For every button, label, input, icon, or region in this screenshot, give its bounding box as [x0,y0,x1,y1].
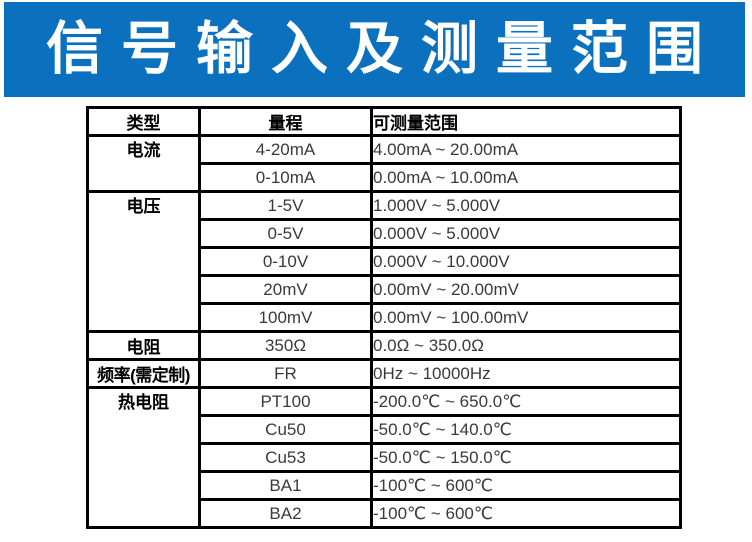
table-row: 0-10mA 0.00mA ~ 10.00mA [88,162,682,193]
header-row: 类型 量程 可测量范围 [86,106,682,137]
range-cell: 0-10V [198,246,373,277]
table-row: 热电阻 PT100 -200.0℃ ~ 650.0℃ [86,386,682,529]
table-row: 100mV 0.00mV ~ 100.00mV [88,302,682,333]
table-row: 0-10V 0.000V ~ 10.000V [88,246,682,277]
page-banner: 信号输入及测量范围 [4,2,745,97]
measurable-cell: -200.0℃ ~ 650.0℃ [370,386,682,417]
range-cell: BA1 [198,470,373,501]
header-measurable: 可测量范围 [370,106,682,137]
table-row: Cu53 -50.0℃ ~ 150.0℃ [88,442,682,473]
range-cell: 1-5V [198,190,373,221]
header-range: 量程 [198,106,373,137]
type-cell-voltage: 电压 [86,190,201,333]
range-cell: PT100 [198,386,373,417]
measurable-cell: 0.0Ω ~ 350.0Ω [370,330,682,361]
table-row: BA2 -100℃ ~ 600℃ [88,498,682,529]
table-row: 0-5V 0.000V ~ 5.000V [88,218,682,249]
header-type: 类型 [86,106,201,137]
measurable-cell: -50.0℃ ~ 140.0℃ [370,414,682,445]
type-cell-current: 电流 [86,134,201,193]
range-cell: 350Ω [198,330,373,361]
table-row: 20mV 0.00mV ~ 20.00mV [88,274,682,305]
measurable-cell: 1.000V ~ 5.000V [370,190,682,221]
measurable-cell: 0.00mV ~ 20.00mV [370,274,682,305]
signal-spec-table: 类型 量程 可测量范围 电流 4-20mA 4.00mA ~ 20.00mA 0… [86,106,682,529]
measurable-cell: -100℃ ~ 600℃ [370,470,682,501]
table-row: 电阻 350Ω 0.0Ω ~ 350.0Ω [86,330,682,361]
table-row: 电流 4-20mA 4.00mA ~ 20.00mA [86,134,682,193]
range-cell: 100mV [198,302,373,333]
type-cell-resistance: 电阻 [86,330,201,361]
table-row: 频率(需定制) FR 0Hz ~ 10000Hz [86,358,682,389]
table-row: Cu50 -50.0℃ ~ 140.0℃ [88,414,682,445]
measurable-cell: 0.00mA ~ 10.00mA [370,162,682,193]
measurable-cell: -100℃ ~ 600℃ [370,498,682,529]
range-cell: BA2 [198,498,373,529]
measurable-cell: 4.00mA ~ 20.00mA [370,134,682,165]
measurable-cell: 0.000V ~ 10.000V [370,246,682,277]
range-cell: 0-5V [198,218,373,249]
measurable-cell: -50.0℃ ~ 150.0℃ [370,442,682,473]
range-cell: FR [198,358,373,389]
table-row: BA1 -100℃ ~ 600℃ [88,470,682,501]
measurable-cell: 0.00mV ~ 100.00mV [370,302,682,333]
range-cell: 20mV [198,274,373,305]
table-row: 电压 1-5V 1.000V ~ 5.000V [86,190,682,333]
measurable-cell: 0.000V ~ 5.000V [370,218,682,249]
type-cell-rtd: 热电阻 [86,386,201,529]
measurable-cell: 0Hz ~ 10000Hz [370,358,682,389]
type-cell-frequency: 频率(需定制) [86,358,201,389]
range-cell: 4-20mA [198,134,373,165]
range-cell: Cu53 [198,442,373,473]
range-cell: Cu50 [198,414,373,445]
page-title: 信号输入及测量范围 [46,17,721,81]
range-cell: 0-10mA [198,162,373,193]
